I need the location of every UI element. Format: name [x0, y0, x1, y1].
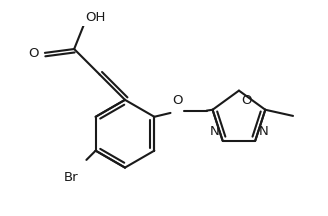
Text: N: N — [258, 125, 268, 138]
Text: O: O — [172, 94, 183, 107]
Text: O: O — [241, 94, 252, 107]
Text: Br: Br — [64, 171, 79, 184]
Text: OH: OH — [85, 11, 105, 24]
Text: O: O — [28, 47, 39, 60]
Text: N: N — [210, 125, 219, 138]
